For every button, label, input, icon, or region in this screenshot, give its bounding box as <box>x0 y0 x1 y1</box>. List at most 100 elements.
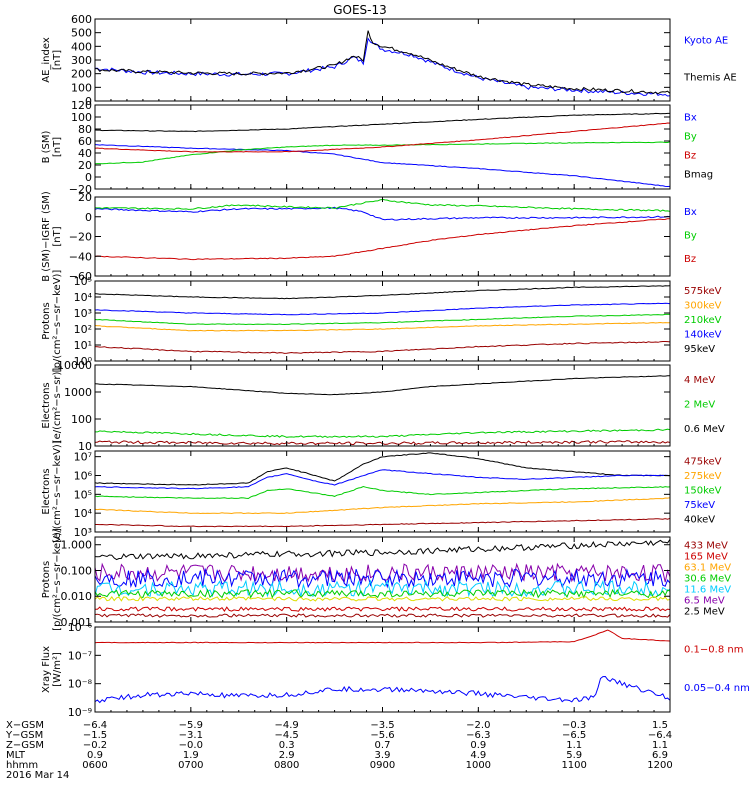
series-group <box>95 375 670 446</box>
series-line-Themis-AE <box>95 30 670 95</box>
x-axis-value: 1200 <box>647 760 672 771</box>
legend-entry: By <box>684 231 697 242</box>
y-tick-label: 10³ <box>74 307 92 320</box>
series-line-By <box>95 141 670 165</box>
y-tick-label: 1.000 <box>61 539 93 552</box>
x-axis-row-label: Y−GSM <box>5 730 43 741</box>
x-axis-value: 1000 <box>466 760 491 771</box>
series-line-140keV <box>95 302 670 316</box>
x-axis-value: −5.9 <box>179 720 203 731</box>
legend-entry: 75keV <box>684 500 715 511</box>
panel-bigrf: −60 −40 −20 0 20 B (SM)−IGRF (SM) [nT] Bx By Bz <box>41 191 697 283</box>
y-tick-label: 20 <box>78 191 92 204</box>
series-group <box>95 539 670 618</box>
series-line-95keV <box>95 285 670 300</box>
legend-entry: 165 MeV <box>684 552 728 563</box>
legend-entry: 11.6 MeV <box>684 585 731 596</box>
series-line-2-MeV <box>95 428 670 438</box>
y-axis-label: [p/(cm²−s−sr−keV)] <box>52 270 63 373</box>
y-tick-label: −20 <box>69 231 92 244</box>
y-tick-label: 10² <box>74 323 92 336</box>
x-axis-row-label: Z−GSM <box>6 740 44 751</box>
x-axis-value: −6.5 <box>562 730 586 741</box>
legend-entry: 2 MeV <box>684 400 715 411</box>
x-axis-value: 0.3 <box>279 740 295 751</box>
x-axis-value: −1.5 <box>83 730 107 741</box>
series-line-2-5-MeV <box>95 539 670 561</box>
legend-entry: 300keV <box>684 301 722 312</box>
x-axis-value: −0.3 <box>562 720 586 731</box>
x-axis-value: 3.9 <box>375 750 391 761</box>
y-tick-label: 10¹ <box>74 339 92 352</box>
y-axis-label: [p/(cm²−s−sr−keV)] <box>52 528 63 631</box>
x-axis-value: 4.9 <box>470 750 486 761</box>
y-tick-label: 10⁵ <box>74 488 92 501</box>
y-tick-label: 400 <box>71 40 92 53</box>
series-line-11-6-MeV <box>95 567 670 589</box>
y-tick-label: 300 <box>71 54 92 67</box>
series-line-150keV <box>95 485 670 500</box>
series-line-Bx <box>95 206 670 221</box>
series-group <box>95 30 670 97</box>
x-axis-row-label: hhmm <box>6 760 38 771</box>
legend-entry: 575keV <box>684 286 722 297</box>
series-line-275keV <box>95 497 670 515</box>
x-axis-value: −3.1 <box>179 730 203 741</box>
y-tick-label: 10⁷ <box>74 451 92 464</box>
legend-entry: 40keV <box>684 515 715 526</box>
legend-entry: Kyoto AE <box>684 36 728 47</box>
legend-entry: 140keV <box>684 329 722 340</box>
y-tick-label: 120 <box>71 99 92 112</box>
y-tick-label: 80 <box>78 123 92 136</box>
y-tick-label: 10⁶ <box>74 469 93 482</box>
y-tick-label: 10⁻⁷ <box>68 649 92 662</box>
legend-entry: 433 MeV <box>684 541 728 552</box>
x-axis-value: 0700 <box>178 760 203 771</box>
date-label: 2016 Mar 14 <box>6 770 69 781</box>
y-tick-label: 100 <box>71 413 92 426</box>
legend-entry: 95keV <box>684 344 715 355</box>
y-axis-label: Xray Flux <box>41 646 52 693</box>
legend-entry: 210keV <box>684 315 722 326</box>
series-line-0-1-0-8-nm <box>95 629 670 644</box>
x-axis-value: −6.4 <box>83 720 107 731</box>
legend-entry: Bx <box>684 207 697 218</box>
y-axis-label: Protons <box>41 302 52 339</box>
x-axis-value: 0800 <box>274 760 299 771</box>
legend-entry: 4 MeV <box>684 375 715 386</box>
legend-entry: Bz <box>684 254 696 265</box>
panel-electrons2: 10³ 10⁴ 10⁵ 10⁶ 10⁷ Electrons [e/(cm²−s−sr−keV… <box>41 440 722 543</box>
y-tick-label: 10⁴ <box>74 291 93 304</box>
x-axis-value: 1.1 <box>566 740 582 751</box>
y-axis-label: [nT] <box>52 226 63 246</box>
x-axis-row-label: MLT <box>6 750 26 761</box>
x-axis-value: 1.1 <box>652 740 668 751</box>
y-tick-label: 500 <box>71 27 92 40</box>
series-line-40keV <box>95 452 670 486</box>
series-line-Bz <box>95 122 670 153</box>
x-axis-value: −2.0 <box>466 720 490 731</box>
x-axis-value: −4.9 <box>275 720 299 731</box>
legend-entry: Themis AE <box>683 73 737 84</box>
x-axis-value: 1100 <box>561 760 586 771</box>
y-axis-label: [e/(cm²−s−sr−keV)] <box>52 440 63 543</box>
y-tick-label: 10⁻⁹ <box>68 706 92 719</box>
series-line-63-1-MeV <box>95 595 670 602</box>
x-axis-value: −0.0 <box>179 740 203 751</box>
y-tick-label: −40 <box>69 250 92 263</box>
y-tick-label: 10⁴ <box>74 507 93 520</box>
series-group <box>95 198 670 261</box>
series-line-Bx <box>95 144 670 188</box>
y-tick-label: 10 <box>78 440 92 453</box>
legend-entry: 475keV <box>684 456 722 467</box>
y-tick-label: 0 <box>85 211 92 224</box>
y-axis-label: Electrons <box>41 468 52 514</box>
x-axis-value: 1.5 <box>652 720 668 731</box>
y-tick-label: 20 <box>78 159 92 172</box>
legend-entry: 30.6 MeV <box>684 574 731 585</box>
x-axis-value: −5.6 <box>370 730 394 741</box>
y-tick-label: 10⁰ <box>74 355 93 368</box>
x-axis-value: 6.9 <box>652 750 668 761</box>
